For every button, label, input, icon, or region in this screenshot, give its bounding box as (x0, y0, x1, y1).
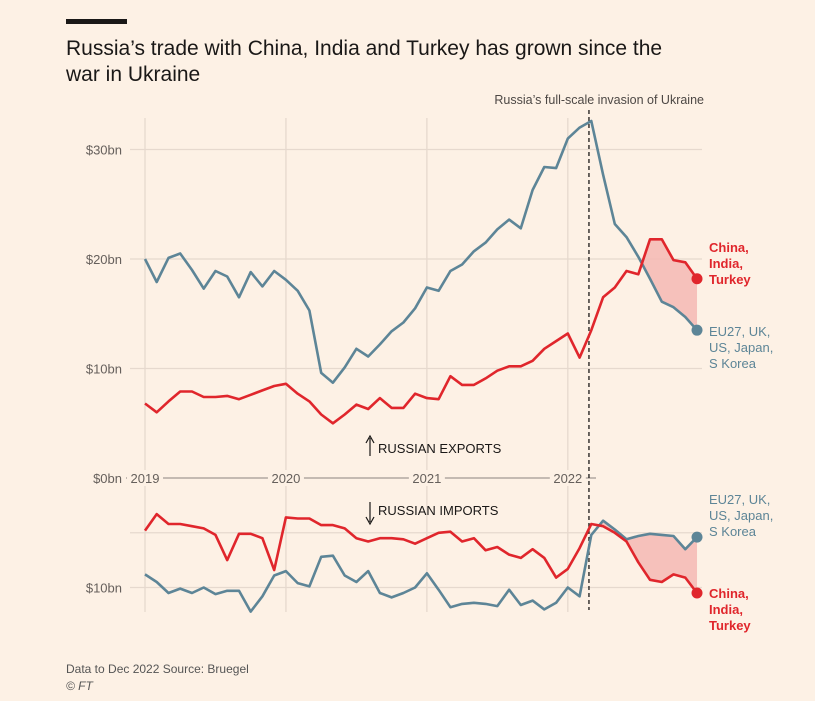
x-tick-bg (267, 470, 304, 486)
y-tick-label: $10bn (86, 362, 122, 377)
x-tick-bg (127, 470, 163, 486)
exports-west-label: EU27, UK, US, Japan, S Korea (709, 324, 773, 371)
x-tick-bg (408, 470, 445, 486)
exports-west-line-end-dot (691, 324, 703, 336)
footer-source: Data to Dec 2022 Source: Bruegel (66, 662, 249, 676)
imports-west-line (144, 519, 698, 613)
footer-copyright: © FT (66, 679, 93, 693)
exports-panel-label: RUSSIAN EXPORTS (378, 441, 502, 456)
imports-west-label: EU27, UK, US, Japan, S Korea (709, 492, 773, 539)
arrow-up-icon (365, 434, 375, 456)
exports-cit-line-end-dot (691, 273, 703, 285)
exports-west-line (143, 119, 698, 384)
x-tick-label: 2019 (131, 471, 160, 486)
x-tick-label: 2020 (271, 471, 300, 486)
x-tick-label: 2021 (412, 471, 441, 486)
page-title: Russia’s trade with China, India and Tur… (66, 37, 663, 86)
exports-cit-label: China, India, Turkey (709, 240, 751, 287)
title-accent-bar (66, 19, 127, 24)
x-tick-bg (549, 470, 586, 486)
arrow-down-icon (365, 502, 375, 526)
x-tick-label: 2022 (553, 471, 582, 486)
imports-cit-label: China, India, Turkey (709, 586, 751, 633)
imports-cit-line-end-dot (691, 587, 703, 599)
exports-cit-line (144, 238, 699, 425)
y-tick-label: $10bn (86, 581, 122, 596)
imports-cit-line (143, 512, 699, 594)
y-tick-label: $0bn (93, 471, 122, 486)
imports-west-line-end-dot (691, 531, 703, 543)
y-tick-label: $20bn (86, 252, 122, 267)
y-tick-label: $30bn (86, 143, 122, 158)
imports-panel-label: RUSSIAN IMPORTS (378, 503, 499, 518)
invasion-annotation: Russia’s full-scale invasion of Ukraine (494, 93, 704, 107)
